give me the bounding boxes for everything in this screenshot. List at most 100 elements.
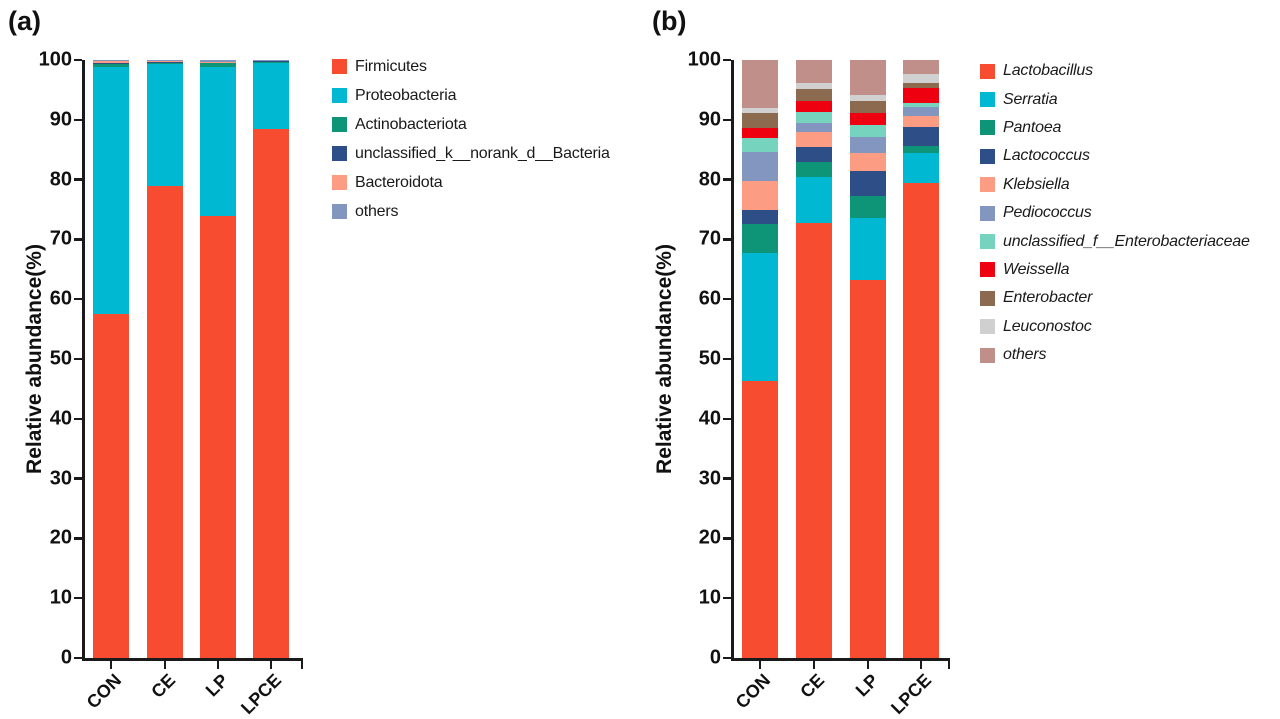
bar-segment-firmicutes [253, 129, 289, 658]
legend-swatch-icon [980, 63, 995, 79]
y-tick-10 [74, 596, 82, 600]
legend-swatch-icon [980, 92, 995, 108]
bar-segment-lactobacillus [850, 280, 886, 658]
plot-area-b: 0 10 20 30 40 50 60 70 80 90 100 CON CE LP LPCE [688, 49, 950, 718]
x-tick-label-ce: CE [147, 670, 180, 702]
y-tick-70 [723, 238, 731, 241]
legend-item-lactococcus: Lactococcus [980, 142, 1250, 170]
y-axis-title-b: Relative abundance(%) [653, 244, 676, 474]
legend-swatch-icon [332, 204, 347, 219]
legend-label: unclassified_k__norank_d__Bacteria [355, 144, 610, 162]
x-tick-label-lp: LP [851, 670, 883, 701]
legend-item-unclassified-f-enterobacteriaceae: unclassified_f__Enterobacteriaceae [980, 227, 1250, 255]
y-tick-label-20: 20 [49, 526, 72, 549]
y-tick-label-0: 0 [60, 646, 72, 669]
y-tick-label-80: 80 [49, 168, 72, 191]
y-tick-label-90: 90 [698, 108, 721, 131]
bar-segment-pantoea [903, 146, 939, 153]
bar-segment-others [903, 60, 939, 75]
bar-segment-lactobacillus [742, 381, 778, 658]
legend-swatch-icon [980, 262, 995, 278]
y-tick-label-30: 30 [49, 467, 72, 490]
legend-item-enterobacter: Enterobacter [980, 284, 1250, 312]
legend-swatch-icon [332, 146, 347, 161]
legend-label: Leuconostoc [1003, 317, 1092, 335]
legend-label: Lactococcus [1003, 147, 1090, 165]
bar-segment-pediococcus [903, 106, 939, 117]
bar-segment-unclassified-k-norank-d-bacteria [253, 60, 289, 63]
bar-segment-weissella [796, 101, 832, 113]
bar-segment-pantoea [796, 161, 832, 178]
legend-swatch-icon [332, 117, 347, 132]
legend-item-firmicutes: Firmicutes [332, 52, 610, 81]
legend-label: Klebsiella [1003, 175, 1070, 193]
y-tick-60 [74, 297, 82, 301]
legend-label: Firmicutes [355, 57, 427, 75]
bar-segment-weissella [850, 112, 886, 125]
bar-con-b [742, 60, 778, 658]
panel-b: (b) Relative abundance(%) 0 10 20 30 40 50 60 7… [640, 0, 1280, 719]
y-tick-label-70: 70 [698, 227, 721, 250]
bar-segment-lactococcus [903, 127, 939, 147]
y-tick-label-10: 10 [49, 586, 72, 609]
y-tick-label-30: 30 [698, 467, 721, 490]
bar-segment-leuconostoc [903, 74, 939, 83]
bar-segment-pediococcus [796, 122, 832, 132]
bar-segment-unclassified-f-enterobacteriaceae [850, 124, 886, 138]
x-tick-label-lpce: LPCE [887, 670, 936, 719]
bar-segment-weissella [903, 88, 939, 104]
bar-segment-klebsiella [796, 131, 832, 148]
legend-label: Actinobacteriota [355, 115, 467, 133]
legend-label: others [1003, 346, 1047, 364]
bar-segment-klebsiella [742, 181, 778, 211]
bar-segment-proteobacteria [93, 66, 129, 314]
y-tick-label-100: 100 [38, 48, 72, 71]
y-tick-80 [74, 178, 82, 181]
x-tick-label-con: CON [82, 670, 126, 713]
y-tick-0 [723, 656, 731, 660]
y-tick-90 [723, 118, 731, 122]
bar-lp-b [850, 60, 886, 658]
y-tick-50 [723, 357, 731, 361]
legend-swatch-icon [980, 120, 995, 136]
panel-letter-a: (a) [8, 6, 41, 36]
bar-segment-enterobacter [903, 82, 939, 89]
x-tick-label-lp: LP [201, 670, 233, 701]
legend-swatch-icon [980, 290, 995, 306]
legend-item-unclassified-k-norank-d-bacteria: unclassified_k__norank_d__Bacteria [332, 139, 610, 168]
legend-item-lactobacillus: Lactobacillus [980, 57, 1250, 85]
bar-segment-others [796, 60, 832, 83]
bar-segment-lactobacillus [903, 182, 939, 658]
x-tick-label-ce: CE [796, 670, 829, 702]
y-tick-20 [74, 537, 82, 540]
x-tick-ce [163, 661, 167, 669]
legend-swatch-icon [980, 234, 995, 250]
y-tick-label-90: 90 [49, 108, 72, 131]
y-tick-20 [723, 537, 731, 540]
legend-label: unclassified_f__Enterobacteriaceae [1003, 232, 1250, 250]
bar-segment-unclassified-f-enterobacteriaceae [742, 137, 778, 152]
y-tick-100 [723, 58, 731, 62]
y-axis-title-a: Relative abundance(%) [23, 244, 46, 474]
legend-label: Serratia [1003, 90, 1058, 108]
x-tick-label-lpce: LPCE [237, 670, 286, 719]
bar-segment-enterobacter [850, 101, 886, 113]
y-tick-10 [723, 596, 731, 600]
bar-segment-lactobacillus [796, 222, 832, 658]
bar-ce-a [147, 60, 183, 658]
legend-label: Lactobacillus [1003, 62, 1093, 80]
bar-segment-bacteroidota [93, 60, 129, 64]
bar-segment-actinobacteriota [93, 63, 129, 67]
y-tick-label-60: 60 [49, 287, 72, 310]
bar-segment-unclassified-k-norank-d-bacteria [147, 60, 183, 63]
y-tick-60 [723, 297, 731, 301]
legend-item-proteobacteria: Proteobacteria [332, 81, 610, 110]
legend-label: Proteobacteria [355, 86, 457, 104]
panel-a: (a) Relative abundance(%) 0 10 20 30 40 50 60 7… [8, 6, 610, 719]
y-tick-90 [74, 118, 82, 122]
bar-segment-pediococcus [742, 151, 778, 182]
y-tick-label-60: 60 [698, 287, 721, 310]
bar-segment-weissella [742, 128, 778, 138]
y-tick-80 [723, 178, 731, 181]
y-tick-label-50: 50 [698, 347, 721, 370]
